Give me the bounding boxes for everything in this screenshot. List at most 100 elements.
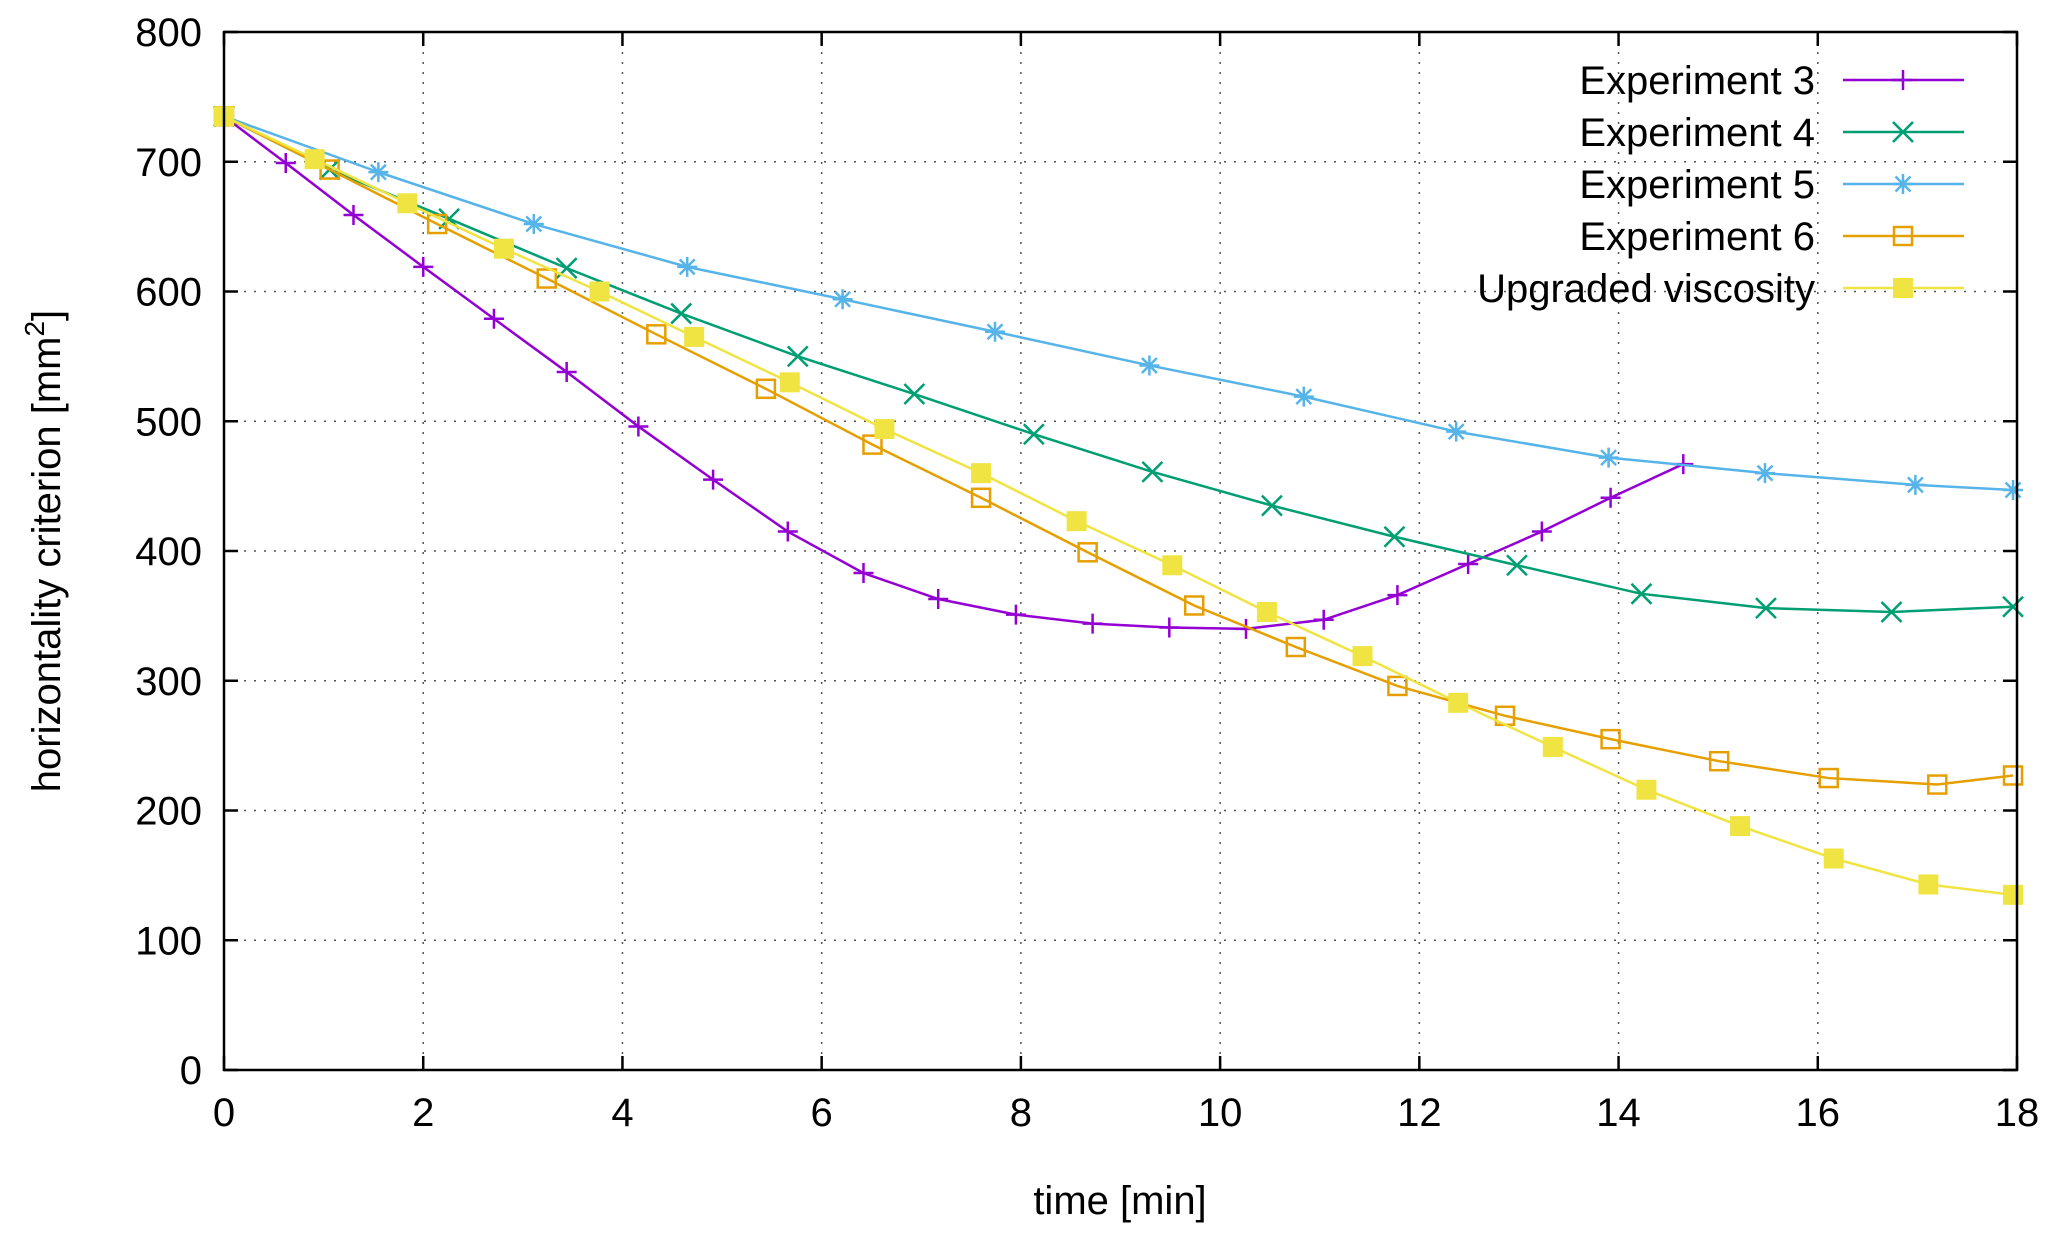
data-point bbox=[2002, 765, 2024, 786]
data-point bbox=[1754, 463, 1775, 484]
legend-marker bbox=[1893, 278, 1913, 298]
data-point bbox=[928, 589, 949, 610]
series-experiment-3 bbox=[214, 106, 1694, 639]
data-point bbox=[483, 308, 504, 329]
data-point bbox=[670, 302, 693, 325]
data-point bbox=[1022, 423, 1045, 446]
data-point bbox=[1458, 553, 1479, 574]
data-point bbox=[1823, 848, 1844, 869]
y-axis-label: horizontality criterion [mm2] bbox=[19, 310, 69, 792]
legend-label: Experiment 6 bbox=[1579, 215, 1815, 259]
data-point bbox=[1139, 355, 1160, 376]
data-point bbox=[970, 487, 992, 509]
data-point bbox=[1005, 604, 1026, 625]
data-point bbox=[1066, 511, 1087, 532]
data-point bbox=[1708, 750, 1730, 772]
data-point bbox=[677, 256, 698, 277]
data-point bbox=[1256, 601, 1277, 622]
data-point bbox=[2003, 884, 2024, 905]
data-point bbox=[1730, 816, 1751, 837]
data-point bbox=[628, 416, 649, 437]
data-point bbox=[1531, 521, 1552, 542]
data-point bbox=[1818, 767, 1839, 789]
y-tick-label: 400 bbox=[135, 530, 202, 574]
data-point bbox=[2002, 595, 2024, 618]
data-point bbox=[703, 469, 724, 490]
data-point bbox=[1293, 386, 1314, 407]
legend-marker bbox=[1892, 225, 1914, 247]
data-point bbox=[368, 162, 389, 183]
y-tick-label: 800 bbox=[135, 11, 202, 55]
x-axis-label: time [min] bbox=[1033, 1179, 1206, 1223]
x-tick-label: 16 bbox=[1796, 1091, 1841, 1135]
data-point bbox=[1446, 421, 1467, 442]
data-point bbox=[1162, 555, 1183, 576]
data-point bbox=[832, 289, 853, 310]
x-tick-label: 12 bbox=[1397, 1091, 1442, 1135]
data-point bbox=[1141, 460, 1164, 483]
legend-marker bbox=[1892, 121, 1914, 143]
data-point bbox=[1542, 736, 1563, 757]
data-point bbox=[777, 521, 798, 542]
data-point bbox=[971, 463, 992, 484]
data-point bbox=[1927, 774, 1948, 795]
data-point bbox=[556, 361, 577, 382]
data-point bbox=[874, 419, 895, 440]
data-point bbox=[1506, 554, 1528, 577]
x-tick-label: 14 bbox=[1596, 1091, 1641, 1135]
x-tick-label: 6 bbox=[811, 1091, 833, 1135]
data-point bbox=[589, 281, 610, 302]
data-point bbox=[536, 268, 557, 289]
x-tick-label: 8 bbox=[1010, 1091, 1032, 1135]
legend-label: Experiment 5 bbox=[1579, 163, 1815, 207]
series-experiment-6 bbox=[213, 106, 2024, 795]
y-tick-label: 0 bbox=[180, 1049, 202, 1093]
legend-marker bbox=[1893, 174, 1913, 194]
data-point bbox=[1387, 675, 1408, 697]
y-tick-label: 700 bbox=[135, 141, 202, 185]
series-experiment-5 bbox=[214, 106, 2024, 501]
data-point bbox=[1630, 582, 1653, 605]
data-point bbox=[779, 372, 800, 393]
data-point bbox=[1905, 474, 1926, 495]
y-tick-label: 100 bbox=[135, 919, 202, 963]
data-point bbox=[1082, 613, 1103, 634]
data-point bbox=[646, 324, 667, 345]
data-point bbox=[684, 326, 705, 347]
data-point bbox=[1880, 601, 1903, 623]
data-point bbox=[1918, 874, 1939, 895]
series-line bbox=[223, 115, 2014, 897]
data-point bbox=[1183, 595, 1205, 616]
data-point bbox=[1600, 728, 1621, 750]
data-point bbox=[1352, 646, 1373, 667]
data-point bbox=[343, 204, 364, 225]
x-tick-label: 4 bbox=[611, 1091, 633, 1135]
x-tick-label: 2 bbox=[412, 1091, 434, 1135]
data-point bbox=[397, 193, 418, 214]
data-point bbox=[1636, 779, 1657, 800]
data-point bbox=[1077, 542, 1098, 563]
data-point bbox=[1313, 609, 1334, 630]
legend-label: Upgraded viscosity bbox=[1477, 267, 1815, 311]
series-layer bbox=[213, 105, 2024, 905]
legend-label: Experiment 4 bbox=[1579, 111, 1815, 155]
data-point bbox=[493, 238, 514, 259]
data-point bbox=[984, 321, 1005, 342]
data-point bbox=[903, 383, 926, 405]
legend: Experiment 3 Experiment 4 Experiment 5 Expe… bbox=[1477, 59, 1964, 311]
data-point bbox=[1261, 494, 1283, 517]
data-point bbox=[853, 563, 874, 584]
series-upgraded-viscosity bbox=[214, 106, 2024, 905]
legend-label: Experiment 3 bbox=[1579, 59, 1815, 103]
data-point bbox=[2003, 480, 2024, 501]
y-tick-label: 600 bbox=[135, 271, 202, 315]
data-point bbox=[304, 149, 325, 170]
data-point bbox=[1448, 692, 1469, 713]
data-point bbox=[1387, 585, 1408, 606]
data-point bbox=[426, 213, 448, 235]
data-point bbox=[523, 214, 544, 235]
series-line bbox=[223, 115, 2014, 786]
data-point bbox=[1755, 597, 1777, 619]
x-tick-label: 18 bbox=[1995, 1091, 2040, 1135]
